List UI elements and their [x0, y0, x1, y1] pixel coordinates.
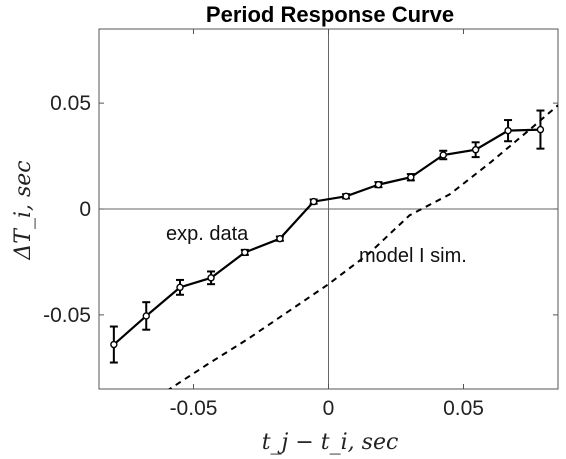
data-point [309, 197, 318, 206]
data-point [471, 146, 480, 154]
data-point [142, 312, 150, 320]
y-tick-label: 0 [79, 198, 91, 221]
data-point [439, 151, 447, 159]
y-tick-label: -0.05 [43, 304, 91, 327]
model-sim-line [167, 104, 558, 389]
model-sim-series [167, 104, 558, 389]
annotation-model-sim: model I sim. [359, 245, 467, 267]
data-point [504, 126, 512, 135]
x-tick-label: -0.05 [170, 397, 218, 420]
x-axis-label: t_j − t_i, sec [262, 430, 399, 455]
y-tick-label: 0.05 [50, 92, 91, 115]
data-point [536, 125, 545, 134]
data-point [110, 340, 118, 349]
data-point [241, 248, 249, 257]
zero-lines [99, 29, 558, 389]
data-point [207, 274, 215, 282]
annotation-exp-data: exp. data [166, 223, 249, 245]
chart-title: Period Response Curve [206, 2, 454, 27]
x-tick-label: 0.05 [443, 397, 484, 420]
exp-data-series [109, 109, 545, 364]
data-point [374, 180, 383, 189]
axis-ticks: -0.05 0 0.05 -0.05 0 0.05 [43, 29, 558, 420]
x-tick-label: 0 [323, 397, 335, 420]
data-point [407, 173, 415, 181]
exp-data-line [113, 128, 541, 346]
data-point [276, 234, 284, 243]
y-axis-label: ΔT_i, sec [11, 160, 36, 260]
data-point [176, 283, 184, 292]
data-point [342, 192, 350, 200]
